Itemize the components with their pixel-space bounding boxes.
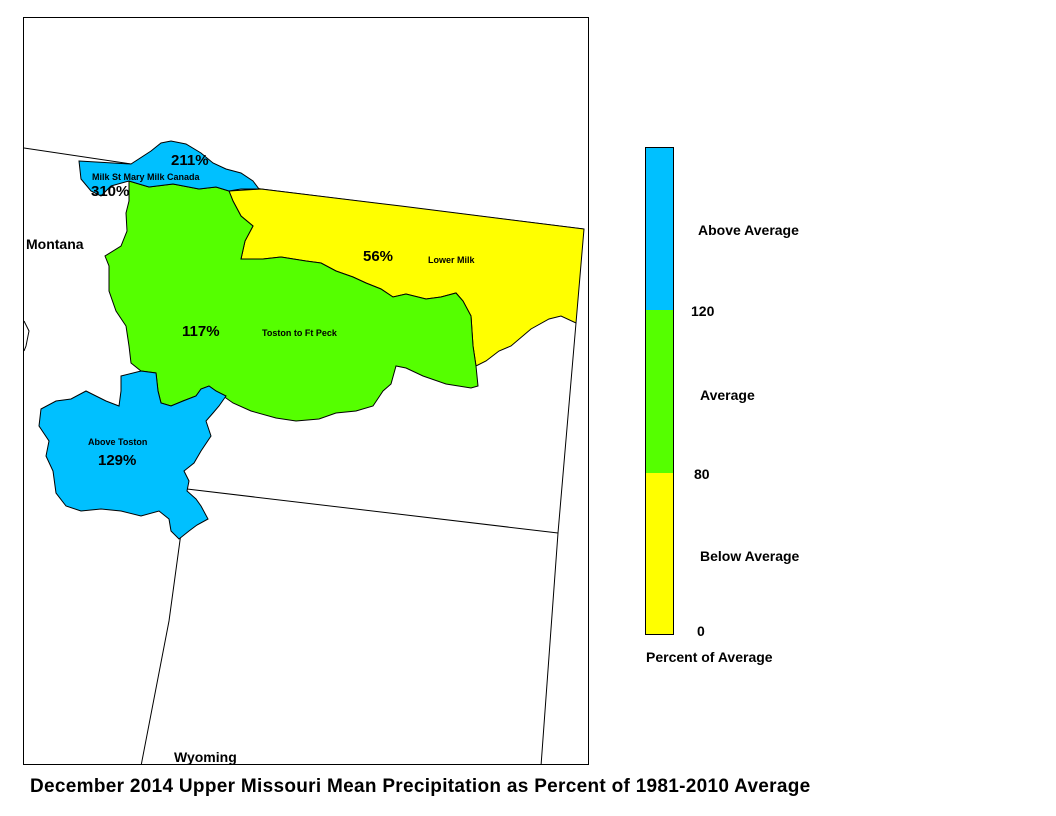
legend-swatch-average — [646, 310, 673, 473]
legend-swatch-above — [646, 148, 673, 310]
basin-toston-ft-peck[interactable] — [104, 180, 479, 422]
legend-break-80: 80 — [694, 466, 710, 482]
legend-label-below: Below Average — [700, 548, 800, 564]
map-title: December 2014 Upper Missouri Mean Precip… — [30, 776, 811, 797]
label-pct-milk-canada: 211% — [171, 152, 209, 169]
label-pct-toston-ft-peck: 117% — [182, 323, 220, 340]
basin-milk-st-mary[interactable] — [78, 140, 260, 197]
map-frame: 211% Milk St Mary Milk Canada 310% Monta… — [23, 17, 589, 765]
basin-above-toston[interactable] — [38, 370, 227, 540]
label-basin-above-toston: Above Toston — [88, 437, 148, 447]
legend-swatch-below — [646, 473, 673, 634]
legend-label-above: Above Average — [698, 222, 799, 238]
legend-break-0: 0 — [697, 623, 705, 639]
idaho-montana-border-line — [24, 320, 30, 352]
label-basin-milk-st-mary: Milk St Mary Milk Canada — [92, 172, 200, 182]
label-basin-lower-milk: Lower Milk — [428, 255, 475, 265]
label-pct-above-toston: 129% — [98, 452, 137, 469]
legend-label-average: Average — [700, 387, 755, 403]
legend-break-120: 120 — [691, 303, 715, 319]
basin-map — [24, 140, 585, 764]
label-state-montana: Montana — [26, 236, 84, 252]
label-pct-lower-milk: 56% — [363, 248, 394, 265]
legend-color-bar — [645, 147, 674, 635]
legend-title: Percent of Average — [646, 649, 773, 665]
label-basin-toston-ft-peck: Toston to Ft Peck — [262, 328, 337, 338]
montana-east-border-line — [540, 322, 577, 764]
wyoming-north-border-line — [186, 488, 559, 534]
label-state-wyoming: Wyoming — [174, 749, 237, 765]
label-pct-milk-st-mary: 310% — [91, 183, 130, 200]
